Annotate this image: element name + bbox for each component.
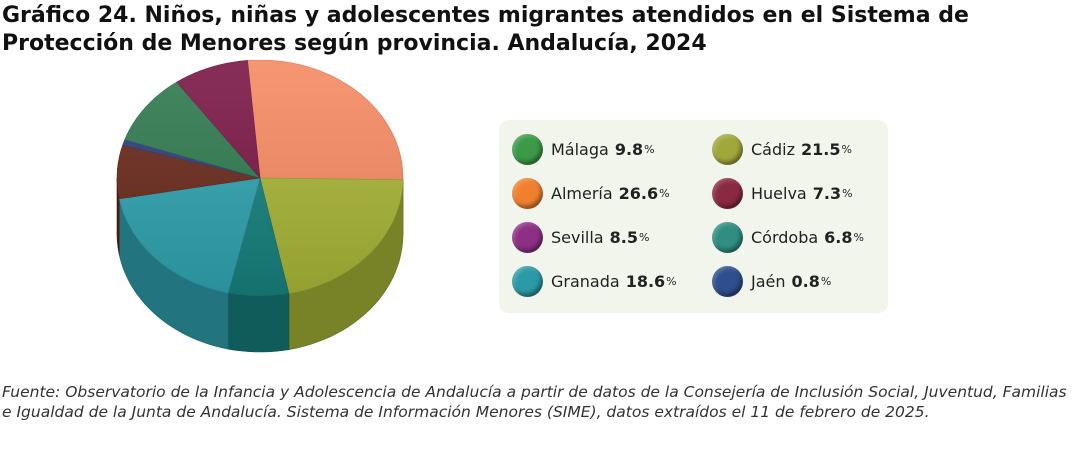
legend-value-jaen: 0.8 (791, 271, 820, 291)
legend-label-almeria: Almería (551, 183, 613, 203)
legend-label-jaen: Jaén (751, 271, 786, 291)
legend-unit-huelva: % (842, 186, 853, 200)
legend-item-huelva: Huelva 7.3% (712, 176, 853, 210)
chart-title: Gráfico 24. Niños, niñas y adolescentes … (2, 3, 969, 56)
pie-chart (116, 60, 404, 353)
legend-item-almeria: Almería 26.6% (512, 176, 670, 210)
legend-label-sevilla: Sevilla (551, 227, 604, 247)
legend-label-granada: Granada (551, 271, 620, 291)
legend-unit-granada: % (666, 274, 677, 288)
source-note: Fuente: Observatorio de la Infancia y Ad… (2, 383, 1067, 421)
legend-swatch-huelva (712, 177, 743, 209)
legend-item-jaen: Jaén 0.8% (712, 264, 831, 298)
legend-swatch-cadiz (712, 133, 743, 165)
legend-unit-malaga: % (644, 142, 655, 156)
legend-item-cordoba: Córdoba 6.8% (712, 220, 864, 254)
legend-label-malaga: Málaga (551, 139, 609, 159)
legend-label-huelva: Huelva (751, 183, 807, 203)
legend-value-almeria: 26.6 (618, 183, 659, 203)
legend-swatch-cordoba (712, 221, 743, 253)
legend-item-cadiz: Cádiz 21.5% (712, 132, 852, 166)
legend-swatch-malaga (512, 133, 543, 165)
legend-swatch-sevilla (512, 221, 543, 253)
pie-top-shading (117, 60, 403, 296)
legend-swatch-almeria (512, 177, 543, 209)
legend-swatch-granada (512, 265, 543, 297)
legend-unit-cadiz: % (841, 142, 852, 156)
legend-value-granada: 18.6 (625, 271, 666, 291)
legend-item-sevilla: Sevilla 8.5% (512, 220, 649, 254)
legend-unit-sevilla: % (638, 230, 650, 244)
legend-value-cadiz: 21.5 (800, 139, 841, 159)
legend-value-huelva: 7.3 (812, 183, 842, 203)
legend-item-malaga: Málaga 9.8% (512, 132, 655, 166)
legend-value-malaga: 9.8 (614, 139, 644, 159)
legend-label-cordoba: Córdoba (751, 227, 819, 247)
pie-side-cordoba (227, 292, 290, 353)
legend-unit-almeria: % (659, 186, 670, 200)
legend-swatch-jaen (712, 265, 743, 297)
legend-value-cordoba: 6.8 (824, 227, 853, 247)
legend-unit-cordoba: % (853, 230, 864, 244)
legend: Málaga 9.8% Cádiz 21.5% Almería 26.6% Hu… (499, 120, 888, 313)
legend-value-sevilla: 8.5 (609, 227, 638, 247)
legend-item-granada: Granada 18.6% (512, 264, 677, 298)
legend-unit-jaen: % (820, 274, 832, 288)
legend-label-cadiz: Cádiz (751, 139, 795, 159)
